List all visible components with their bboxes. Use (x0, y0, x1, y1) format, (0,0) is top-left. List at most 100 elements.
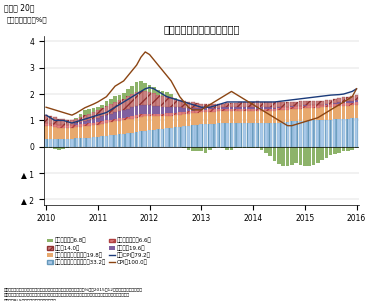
Bar (135, 82, 138, 92)
Bar (229, 103, 233, 107)
Bar (178, 100, 182, 107)
Bar (61, 125, 65, 128)
Bar (44, 147, 48, 148)
Bar (204, 147, 208, 153)
Bar (53, 127, 56, 139)
Bar (135, 115, 138, 117)
Bar (320, 105, 324, 107)
Bar (195, 147, 199, 151)
Bar (161, 116, 164, 129)
Bar (117, 111, 121, 118)
Bar (333, 99, 337, 103)
Bar (268, 107, 272, 109)
Bar (83, 110, 87, 115)
Bar (61, 147, 65, 149)
Bar (307, 147, 311, 166)
Bar (105, 120, 108, 123)
Bar (260, 111, 264, 123)
Bar (79, 127, 82, 138)
Bar (355, 100, 358, 102)
Bar (251, 107, 255, 109)
Bar (294, 109, 298, 121)
Bar (165, 128, 169, 147)
Bar (57, 139, 61, 147)
Bar (191, 147, 194, 151)
Bar (135, 106, 138, 115)
Bar (225, 111, 229, 123)
Bar (307, 101, 311, 105)
Bar (264, 107, 268, 109)
Bar (234, 147, 238, 148)
Bar (105, 101, 108, 106)
Bar (87, 109, 91, 114)
Bar (273, 108, 276, 109)
Bar (122, 93, 126, 98)
Bar (290, 102, 294, 107)
Bar (74, 125, 78, 127)
Bar (199, 113, 203, 124)
Bar (178, 112, 182, 115)
Bar (311, 108, 315, 120)
Bar (169, 128, 173, 147)
Bar (61, 128, 65, 139)
Bar (251, 123, 255, 147)
Bar (225, 107, 229, 109)
Bar (105, 106, 108, 115)
Bar (169, 116, 173, 128)
Bar (83, 115, 87, 121)
Bar (130, 132, 134, 147)
Bar (264, 147, 268, 153)
Bar (191, 102, 194, 108)
Bar (61, 119, 65, 125)
Bar (83, 126, 87, 138)
Bar (57, 147, 61, 150)
Bar (100, 116, 104, 121)
Bar (311, 101, 315, 105)
Bar (329, 107, 332, 119)
Bar (70, 120, 74, 125)
Bar (217, 111, 220, 123)
Bar (79, 117, 82, 122)
Bar (173, 99, 177, 107)
Bar (238, 102, 242, 107)
Bar (139, 132, 143, 147)
Bar (268, 123, 272, 147)
Bar (126, 109, 130, 117)
Bar (329, 119, 332, 147)
Bar (173, 115, 177, 127)
Bar (199, 104, 203, 108)
Bar (255, 109, 259, 111)
Bar (260, 109, 264, 111)
Bar (156, 116, 160, 129)
Bar (74, 119, 78, 123)
Bar (57, 119, 61, 125)
Bar (165, 96, 169, 107)
Bar (238, 107, 242, 109)
Bar (49, 126, 52, 139)
Bar (333, 119, 337, 147)
Bar (178, 115, 182, 127)
Bar (221, 123, 225, 147)
Bar (350, 147, 354, 150)
Bar (165, 107, 169, 113)
Bar (333, 147, 337, 154)
Bar (307, 105, 311, 108)
Bar (96, 137, 100, 147)
Bar (255, 107, 259, 109)
Bar (325, 101, 328, 104)
Bar (286, 147, 290, 166)
Bar (234, 107, 238, 109)
Bar (92, 119, 95, 123)
Bar (173, 127, 177, 147)
Bar (229, 111, 233, 123)
Bar (316, 105, 320, 108)
Bar (195, 125, 199, 147)
Bar (290, 107, 294, 109)
Bar (255, 111, 259, 123)
Bar (139, 117, 143, 132)
Bar (350, 96, 354, 101)
Bar (217, 123, 220, 147)
Bar (217, 109, 220, 111)
Bar (329, 100, 332, 104)
Bar (199, 110, 203, 113)
